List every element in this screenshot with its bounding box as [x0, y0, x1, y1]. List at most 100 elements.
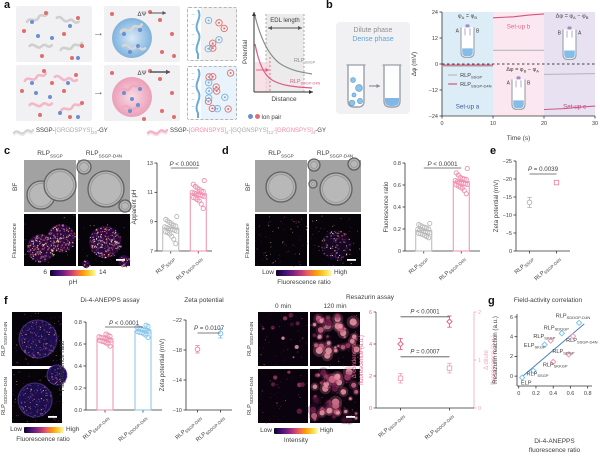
d-col2-header: RLPSSGP-D4N — [316, 150, 354, 159]
micrograph-bf — [24, 160, 77, 212]
ion-pair-label: Ion pair — [261, 115, 282, 121]
zoom-inset-pink: − − − − − − — [187, 66, 237, 120]
svg-text:P = 0.0107: P = 0.0107 — [194, 325, 225, 332]
svg-text:RLPSSGP: RLPSSGP — [514, 256, 535, 276]
potential-distance-plot: EDL length Potential Distance RLPSSGP RLPSSG… — [242, 12, 321, 103]
svg-text:−: − — [191, 84, 194, 90]
svg-text:ELPSKGP: ELPSKGP — [524, 343, 546, 349]
schematic-dilute-gray — [16, 6, 92, 62]
svg-text:−14: −14 — [173, 378, 182, 384]
edl-ions-gray: − − − − — [188, 8, 228, 60]
intensity-colorbar — [274, 428, 318, 434]
svg-text:0.6: 0.6 — [74, 342, 82, 348]
svg-text:0.4: 0.4 — [549, 391, 557, 397]
svg-text:Zeta potential (mV): Zeta potential (mV) — [493, 180, 500, 233]
svg-text:Resazurin reaction (a.u.): Resazurin reaction (a.u.) — [492, 316, 499, 384]
svg-text:fluorescence (a.u.): fluorescence (a.u.) — [491, 335, 497, 385]
f-cbar2-title: Intensity — [283, 437, 309, 444]
svg-text:A: A — [456, 28, 460, 34]
svg-text:Δφ = φB − φA: Δφ = φB − φA — [506, 67, 539, 73]
resazurin-title: Resazurin assay — [345, 294, 395, 301]
zoom-inset-gray: − − − − — [187, 7, 237, 61]
field-activity-scatter: 0 2 4 6 0 0.2 0.4 0.6 0.8 Resazurin reaction (a.u… — [492, 313, 598, 454]
svg-text:−5: −5 — [506, 231, 512, 237]
micrograph-fluorescence — [255, 214, 308, 267]
sequence-1: SSGP-[GRGDSPYS]20-GY — [36, 128, 108, 136]
dilute-phase-label: Dilute phase — [353, 27, 393, 34]
svg-text:7: 7 — [150, 249, 153, 255]
svg-text:RLPSSGP-D4N: RLPSSGP-D4N — [378, 413, 406, 440]
panel-d-label: d — [222, 145, 229, 157]
svg-text:−: − — [191, 78, 194, 84]
svg-text:−18: −18 — [173, 348, 182, 354]
zeta-potential-chart: 0 −5 −10 −15 −20 −25 Zeta potential (mV) RLPSSG… — [493, 159, 570, 282]
svg-text:φA = φB: φA = φB — [458, 13, 477, 19]
svg-text:ΔΨ: ΔΨ — [137, 12, 146, 18]
svg-text:10: 10 — [490, 121, 496, 127]
ratio-colorbar — [276, 270, 332, 276]
svg-text:−20: −20 — [503, 177, 512, 183]
svg-text:RLPSSGP: RLPSSGP — [526, 372, 548, 378]
svg-text:RLPSSGP-D4N: RLPSSGP-D4N — [175, 256, 203, 283]
pink-polymer-icon — [146, 128, 169, 137]
svg-text:Di-4-ANEPPS: Di-4-ANEPPS — [534, 438, 575, 445]
svg-text:0.4: 0.4 — [74, 364, 82, 370]
d-col1-header: RLPSSGP — [268, 150, 294, 159]
svg-text:0: 0 — [398, 249, 401, 255]
svg-text:P = 0.0007: P = 0.0007 — [410, 349, 440, 355]
c-cbar-min: 6 — [43, 269, 47, 276]
c-cbar-max: 14 — [99, 269, 107, 276]
tubes-illustration — [346, 64, 402, 108]
svg-text:RLPSDDGP-D4N: RLPSDDGP-D4N — [118, 415, 149, 444]
svg-text:Fluorescence ratio: Fluorescence ratio — [383, 181, 390, 232]
svg-text:Distance: Distance — [271, 96, 297, 103]
svg-text:RLPSSGP-D4N: RLPSSGP-D4N — [438, 256, 466, 283]
svg-text:0: 0 — [509, 249, 512, 255]
svg-text:0.2: 0.2 — [532, 391, 540, 397]
c-col2-header: RLPSSGP-D4N — [85, 150, 123, 159]
micrograph-bf — [255, 160, 307, 212]
anepps-assay-title: Di-4-ANEPPS assay — [80, 297, 140, 304]
anepps-ratio-chart: 0.0 0.2 0.4 0.6 0.8 Fluorescence ratio RLPSSGP… — [59, 320, 162, 444]
schematic-condensate-pink: ΔΨ — [104, 65, 180, 121]
svg-text:A: A — [578, 31, 582, 37]
svg-text:−12: −12 — [429, 88, 438, 94]
svg-text:−25: −25 — [503, 159, 512, 165]
arrow-right-icon: → — [93, 27, 104, 39]
svg-text:Δφ (mV): Δφ (mV) — [411, 52, 418, 76]
svg-text:4: 4 — [510, 334, 513, 340]
svg-text:RLPSSGP-D4N: RLPSSGP-D4N — [460, 82, 492, 88]
rz-col2-header: 120 min — [323, 303, 347, 310]
svg-text:Time (s): Time (s) — [507, 135, 531, 142]
c-row2-label: Fluorescence — [12, 223, 18, 258]
ph-colorbar — [50, 270, 96, 276]
d-row1-label: BF — [245, 182, 252, 191]
svg-text:P = 0.0039: P = 0.0039 — [528, 166, 559, 173]
panel-a-label: a — [4, 0, 11, 11]
dense-phase-label: Dense phase — [352, 36, 394, 43]
svg-text:fluorescence ratio: fluorescence ratio — [529, 447, 581, 454]
svg-text:0: 0 — [510, 374, 513, 380]
svg-text:Fluorescence ratio: Fluorescence ratio — [59, 340, 66, 391]
svg-text:ΔΨ: ΔΨ — [137, 71, 146, 77]
schematic-condensate-gray: ΔΨ — [104, 6, 180, 62]
svg-text:20: 20 — [541, 121, 547, 127]
d-cbar-min: Low — [262, 269, 274, 276]
edl-ions-pink: −−−−−− — [188, 67, 235, 119]
svg-text:−: − — [191, 22, 194, 28]
svg-text:P < 0.0001: P < 0.0001 — [169, 161, 200, 168]
svg-text:RLPSDDGP-D4N: RLPSDDGP-D4N — [556, 313, 591, 319]
svg-text:0.4: 0.4 — [393, 205, 401, 211]
svg-text:0.6: 0.6 — [567, 391, 575, 397]
micrograph-resazurin — [258, 369, 309, 424]
svg-text:RLPSSGP: RLPSSGP — [294, 58, 316, 64]
f-cbar1-min: Low — [10, 426, 22, 433]
svg-text:Potential: Potential — [242, 40, 249, 64]
f-cbar2-min: Low — [260, 427, 272, 434]
micrograph-bf — [76, 159, 132, 213]
svg-text:Set-up b: Set-up b — [507, 23, 531, 30]
svg-text:Δφ = φA − φB: Δφ = φA − φB — [556, 13, 589, 19]
